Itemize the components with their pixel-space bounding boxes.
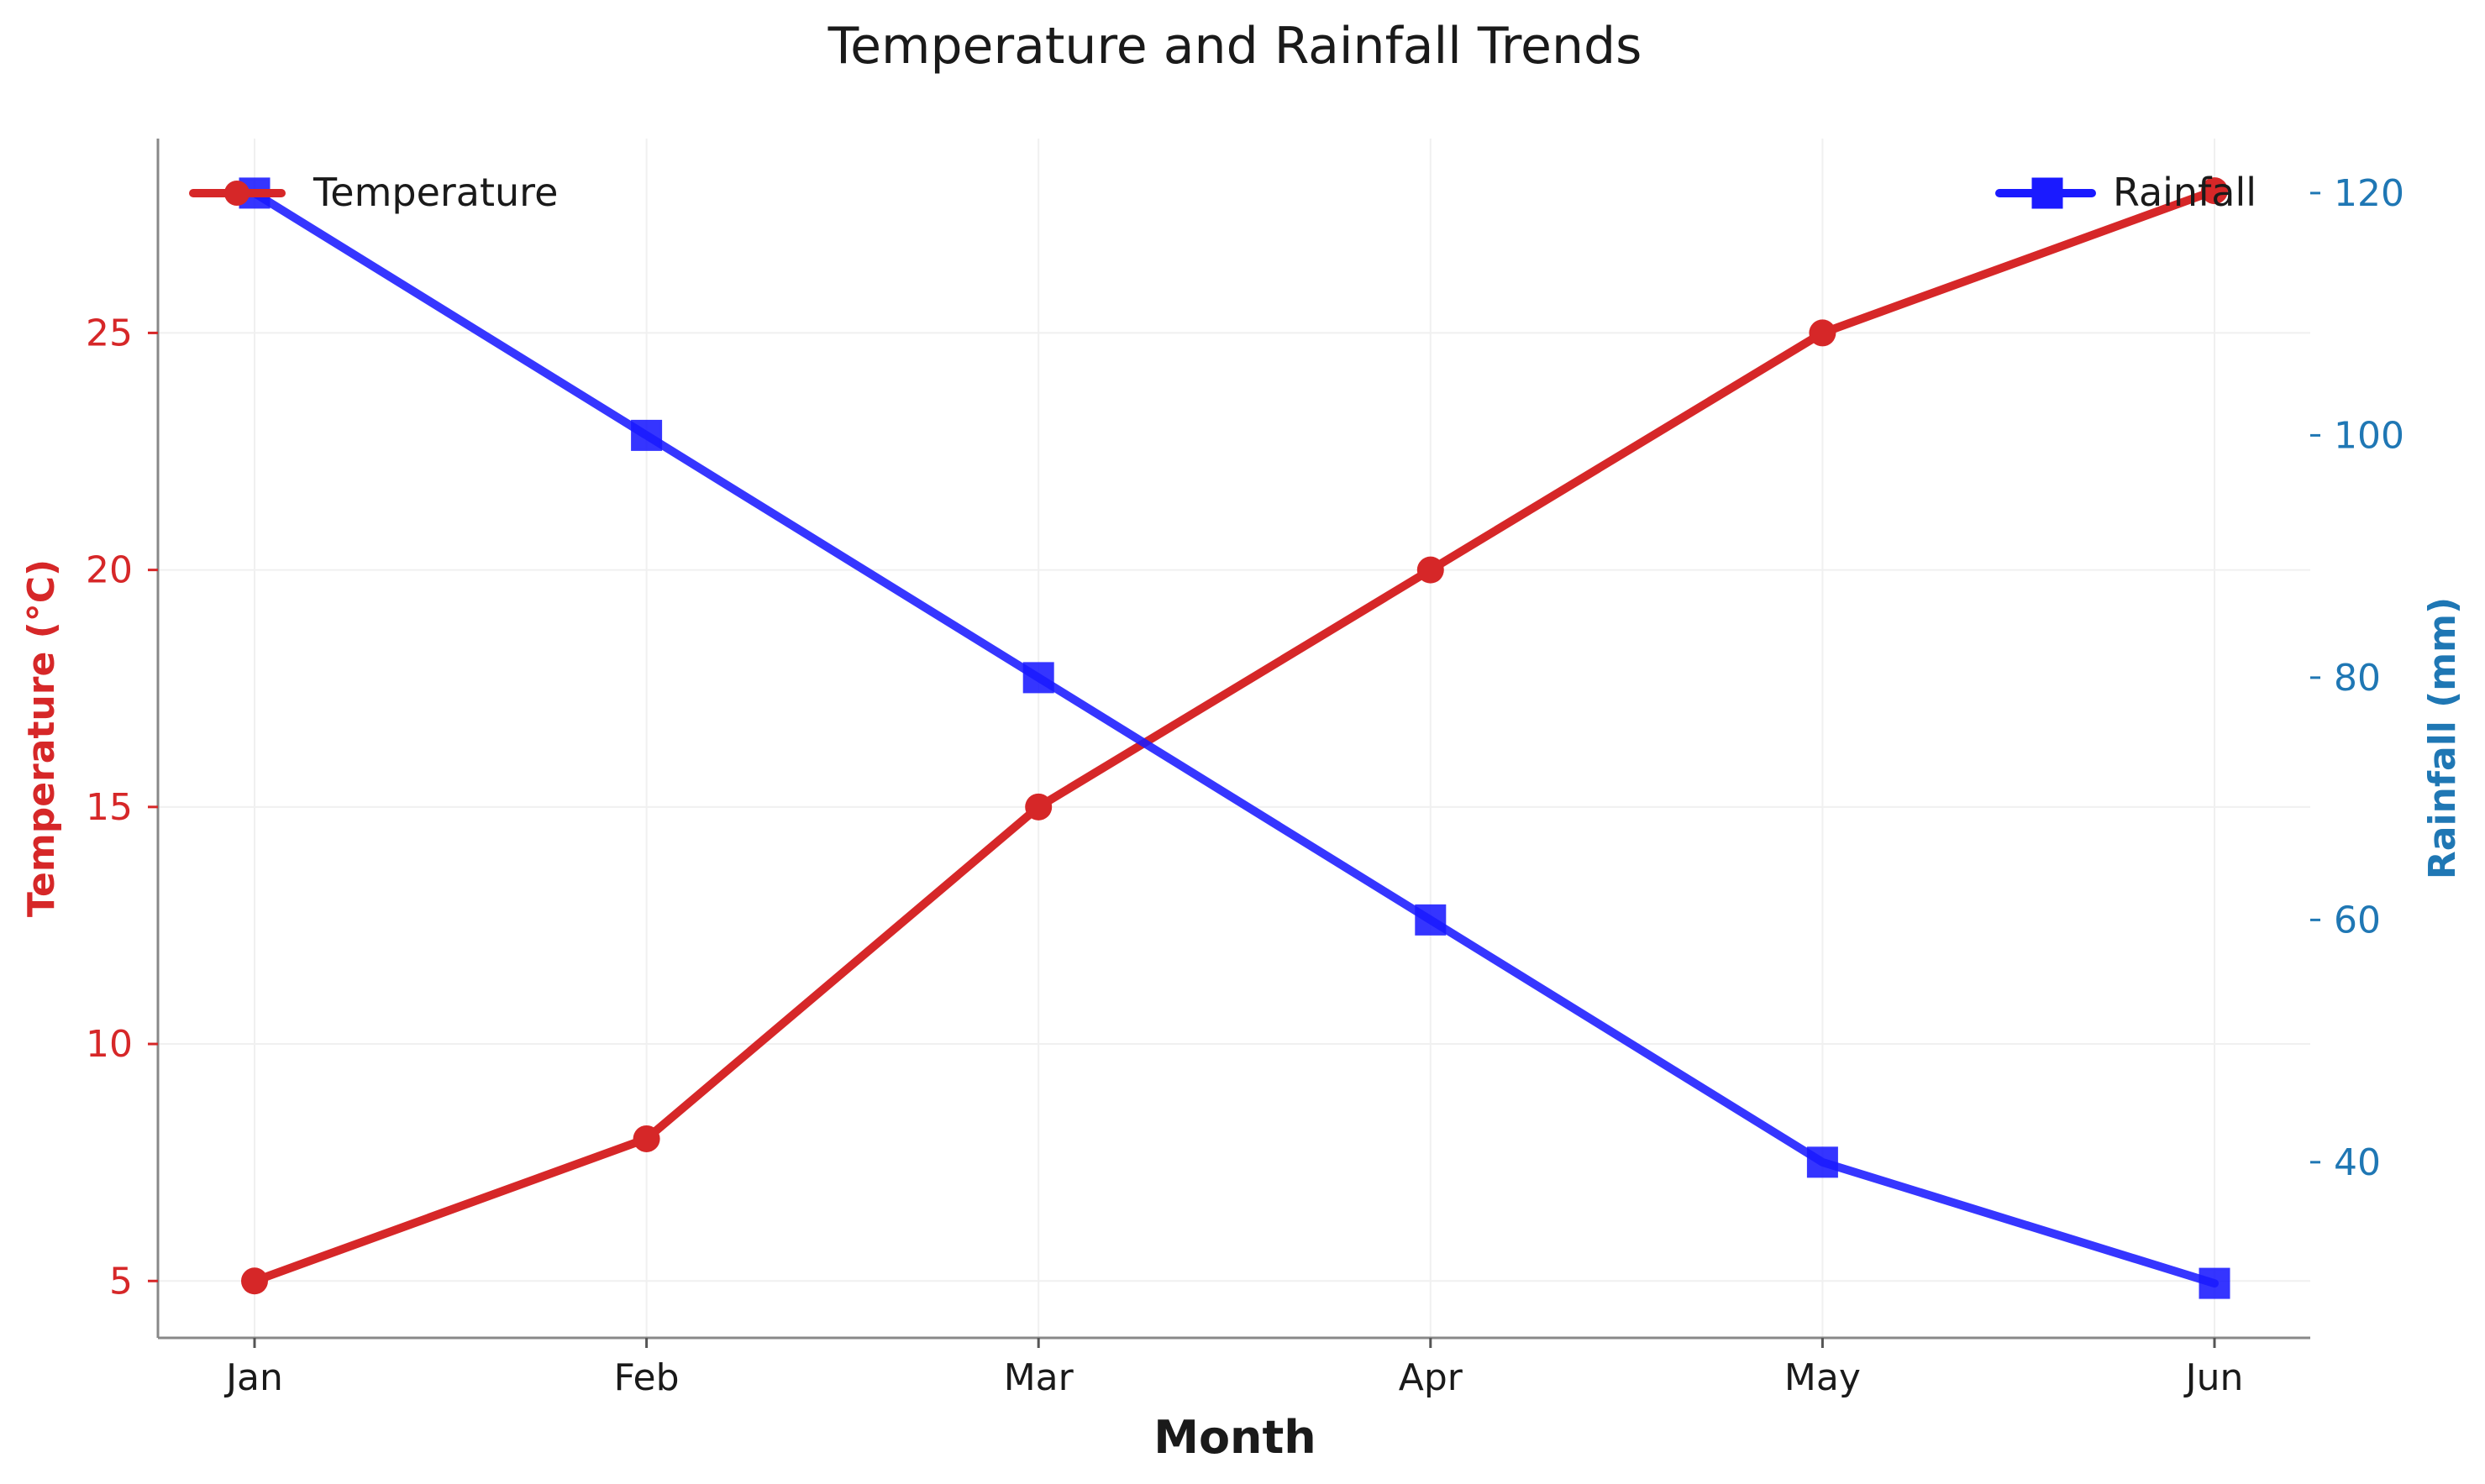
left-y-tick-label: 20: [86, 549, 133, 592]
rainfall-point: [631, 419, 663, 451]
temperature-point: [1025, 793, 1053, 821]
chart-title: Temperature and Rainfall Trends: [827, 17, 1642, 76]
temperature-point: [1416, 556, 1444, 584]
temperature-point: [633, 1125, 660, 1152]
x-tick-label: May: [1784, 1356, 1861, 1399]
axes: [156, 139, 2310, 1340]
x-tick-label: Mar: [1004, 1356, 1074, 1399]
right-y-tick-label: 80: [2334, 657, 2381, 700]
x-axis-label: Month: [1153, 1411, 1316, 1464]
temperature-point: [241, 1267, 268, 1295]
left-y-axis-label: Temperature (°C): [20, 559, 63, 917]
temperature-point: [2201, 177, 2228, 205]
legend-temperature-marker: [224, 181, 250, 206]
right-y-tick-label: 40: [2334, 1141, 2381, 1184]
rainfall-point: [1022, 662, 1054, 694]
right-y-tick-label: 100: [2334, 414, 2404, 457]
grid: [158, 139, 2310, 1338]
x-tick-label: Jan: [223, 1356, 283, 1399]
series: [239, 177, 2230, 1299]
right-y-tick-label: 60: [2334, 899, 2381, 941]
left-y-tick-label: 5: [109, 1260, 133, 1303]
rainfall-point: [1415, 904, 1447, 936]
x-tick-label: Apr: [1399, 1356, 1463, 1399]
x-ticks: Jan Feb Mar Apr May Jun: [223, 1338, 2243, 1399]
legend-temperature: Temperature: [189, 170, 558, 215]
rainfall-point: [1806, 1146, 1838, 1178]
rainfall-line: [250, 188, 2219, 1288]
legend-rainfall: Rainfall: [1995, 170, 2256, 215]
x-tick-label: Jun: [2183, 1356, 2244, 1399]
legend-rainfall-marker: [2031, 177, 2063, 209]
left-y-ticks: 5 10 15 20 25: [86, 312, 158, 1303]
left-y-tick-label: 10: [86, 1023, 133, 1066]
right-y-ticks: 40 60 80 100 120: [2310, 172, 2404, 1184]
left-y-tick-label: 15: [86, 786, 133, 829]
legend-rainfall-label: Rainfall: [2113, 170, 2256, 215]
temperature-line: [250, 186, 2219, 1286]
left-y-tick-label: 25: [86, 312, 133, 354]
right-y-axis-label: Rainfall (mm): [2421, 597, 2464, 879]
x-tick-label: Feb: [614, 1356, 680, 1399]
rainfall-point: [2199, 1267, 2230, 1299]
legend-temperature-label: Temperature: [313, 170, 558, 215]
temperature-point: [1809, 319, 1836, 347]
right-y-tick-label: 120: [2334, 172, 2404, 215]
